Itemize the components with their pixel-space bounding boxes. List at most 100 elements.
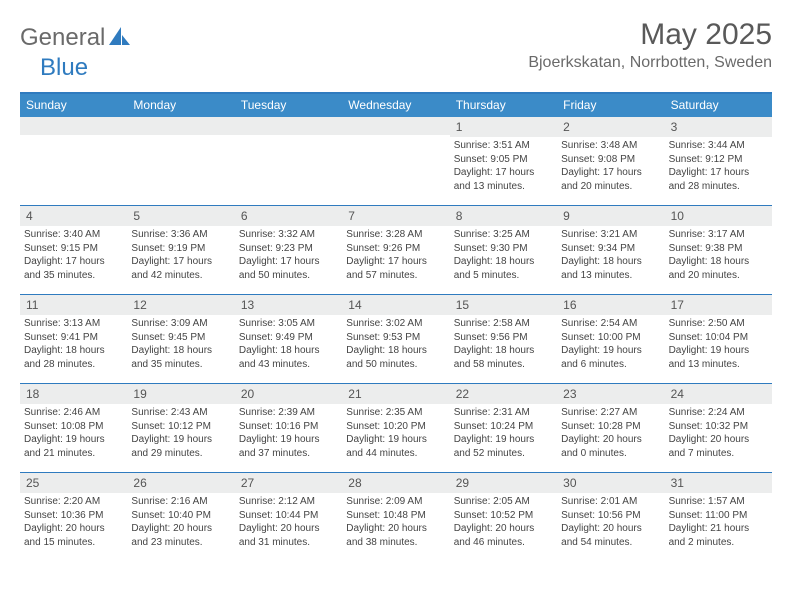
day-cell: 26Sunrise: 2:16 AMSunset: 10:40 PMDaylig… <box>127 473 234 561</box>
weekday-header: Monday <box>127 94 234 117</box>
location-subtitle: Bjoerkskatan, Norrbotten, Sweden <box>528 54 772 72</box>
week-row: 4Sunrise: 3:40 AMSunset: 9:15 PMDaylight… <box>20 205 772 294</box>
daylight-line: Daylight: 18 hours and 28 minutes. <box>24 344 123 371</box>
day-number: 29 <box>450 473 557 493</box>
sunset-line: Sunset: 10:12 PM <box>131 420 230 434</box>
sunrise-line: Sunrise: 3:13 AM <box>24 317 123 331</box>
daylight-line: Daylight: 17 hours and 20 minutes. <box>561 166 660 193</box>
brand-word2: Blue <box>40 54 88 81</box>
week-row: 11Sunrise: 3:13 AMSunset: 9:41 PMDayligh… <box>20 294 772 383</box>
sunset-line: Sunset: 9:41 PM <box>24 331 123 345</box>
sunset-line: Sunset: 10:08 PM <box>24 420 123 434</box>
sunrise-line: Sunrise: 3:40 AM <box>24 228 123 242</box>
day-cell: 25Sunrise: 2:20 AMSunset: 10:36 PMDaylig… <box>20 473 127 561</box>
day-cell: 11 Sunrise: 3:13 AMSunset: 9:41 PMDayligh… <box>20 295 127 383</box>
sail-icon <box>107 25 131 52</box>
sunset-line: Sunset: 10:36 PM <box>24 509 123 523</box>
weekday-header: Tuesday <box>235 94 342 117</box>
day-number: 11 <box>20 295 127 315</box>
day-number: 18 <box>20 384 127 404</box>
sunrise-line: Sunrise: 3:48 AM <box>561 139 660 153</box>
daylight-line: Daylight: 19 hours and 52 minutes. <box>454 433 553 460</box>
sunset-line: Sunset: 10:32 PM <box>669 420 768 434</box>
daylight-line: Daylight: 20 hours and 38 minutes. <box>346 522 445 549</box>
sunrise-line: Sunrise: 2:01 AM <box>561 495 660 509</box>
sunrise-line: Sunrise: 3:51 AM <box>454 139 553 153</box>
sunset-line: Sunset: 9:53 PM <box>346 331 445 345</box>
day-cell: 22Sunrise: 2:31 AMSunset: 10:24 PMDaylig… <box>450 384 557 472</box>
day-cell: 15Sunrise: 2:58 AMSunset: 9:56 PMDayligh… <box>450 295 557 383</box>
daylight-line: Daylight: 18 hours and 35 minutes. <box>131 344 230 371</box>
sunrise-line: Sunrise: 3:21 AM <box>561 228 660 242</box>
weekday-header: Wednesday <box>342 94 449 117</box>
day-cell: 10Sunrise: 3:17 AMSunset: 9:38 PMDayligh… <box>665 206 772 294</box>
sunset-line: Sunset: 10:44 PM <box>239 509 338 523</box>
week-row: 25Sunrise: 2:20 AMSunset: 10:36 PMDaylig… <box>20 472 772 561</box>
day-cell: 13Sunrise: 3:05 AMSunset: 9:49 PMDayligh… <box>235 295 342 383</box>
sunset-line: Sunset: 10:20 PM <box>346 420 445 434</box>
day-cell: 21Sunrise: 2:35 AMSunset: 10:20 PMDaylig… <box>342 384 449 472</box>
day-cell: 3Sunrise: 3:44 AMSunset: 9:12 PMDaylight… <box>665 117 772 205</box>
day-cell: 9Sunrise: 3:21 AMSunset: 9:34 PMDaylight… <box>557 206 664 294</box>
day-number: 22 <box>450 384 557 404</box>
sunset-line: Sunset: 9:23 PM <box>239 242 338 256</box>
sunset-line: Sunset: 10:00 PM <box>561 331 660 345</box>
day-cell <box>20 117 127 205</box>
day-cell: 19Sunrise: 2:43 AMSunset: 10:12 PMDaylig… <box>127 384 234 472</box>
sunset-line: Sunset: 10:52 PM <box>454 509 553 523</box>
daylight-line: Daylight: 18 hours and 13 minutes. <box>561 255 660 282</box>
day-number: 15 <box>450 295 557 315</box>
sunrise-line: Sunrise: 2:46 AM <box>24 406 123 420</box>
sunrise-line: Sunrise: 2:27 AM <box>561 406 660 420</box>
sunset-line: Sunset: 10:48 PM <box>346 509 445 523</box>
daylight-line: Daylight: 18 hours and 20 minutes. <box>669 255 768 282</box>
title-block: May 2025 Bjoerkskatan, Norrbotten, Swede… <box>528 18 772 72</box>
day-cell: 23Sunrise: 2:27 AMSunset: 10:28 PMDaylig… <box>557 384 664 472</box>
daylight-line: Daylight: 20 hours and 15 minutes. <box>24 522 123 549</box>
day-cell: 31Sunrise: 1:57 AMSunset: 11:00 PMDaylig… <box>665 473 772 561</box>
day-cell: 18Sunrise: 2:46 AMSunset: 10:08 PMDaylig… <box>20 384 127 472</box>
day-number: 17 <box>665 295 772 315</box>
sunrise-line: Sunrise: 1:57 AM <box>669 495 768 509</box>
day-number: 12 <box>127 295 234 315</box>
daylight-line: Daylight: 18 hours and 58 minutes. <box>454 344 553 371</box>
daylight-line: Daylight: 17 hours and 50 minutes. <box>239 255 338 282</box>
day-number: 31 <box>665 473 772 493</box>
daylight-line: Daylight: 20 hours and 54 minutes. <box>561 522 660 549</box>
day-cell <box>342 117 449 205</box>
day-cell: 16Sunrise: 2:54 AMSunset: 10:00 PMDaylig… <box>557 295 664 383</box>
day-number: 9 <box>557 206 664 226</box>
sunset-line: Sunset: 10:24 PM <box>454 420 553 434</box>
day-number <box>127 117 234 135</box>
sunset-line: Sunset: 10:40 PM <box>131 509 230 523</box>
day-number: 25 <box>20 473 127 493</box>
weekday-header: Sunday <box>20 94 127 117</box>
day-cell: 1Sunrise: 3:51 AMSunset: 9:05 PMDaylight… <box>450 117 557 205</box>
day-cell: 27Sunrise: 2:12 AMSunset: 10:44 PMDaylig… <box>235 473 342 561</box>
day-cell: 28Sunrise: 2:09 AMSunset: 10:48 PMDaylig… <box>342 473 449 561</box>
sunset-line: Sunset: 9:08 PM <box>561 153 660 167</box>
daylight-line: Daylight: 17 hours and 57 minutes. <box>346 255 445 282</box>
daylight-line: Daylight: 19 hours and 37 minutes. <box>239 433 338 460</box>
day-number <box>342 117 449 135</box>
brand-logo: General <box>20 24 133 52</box>
weekday-header-row: Sunday Monday Tuesday Wednesday Thursday… <box>20 94 772 117</box>
day-number: 24 <box>665 384 772 404</box>
sunrise-line: Sunrise: 2:50 AM <box>669 317 768 331</box>
day-number: 28 <box>342 473 449 493</box>
sunset-line: Sunset: 9:56 PM <box>454 331 553 345</box>
day-cell: 14Sunrise: 3:02 AMSunset: 9:53 PMDayligh… <box>342 295 449 383</box>
sunset-line: Sunset: 10:28 PM <box>561 420 660 434</box>
daylight-line: Daylight: 20 hours and 0 minutes. <box>561 433 660 460</box>
sunrise-line: Sunrise: 2:39 AM <box>239 406 338 420</box>
weekday-header: Saturday <box>665 94 772 117</box>
day-cell: 6Sunrise: 3:32 AMSunset: 9:23 PMDaylight… <box>235 206 342 294</box>
daylight-line: Daylight: 18 hours and 50 minutes. <box>346 344 445 371</box>
sunset-line: Sunset: 10:04 PM <box>669 331 768 345</box>
daylight-line: Daylight: 19 hours and 44 minutes. <box>346 433 445 460</box>
sunset-line: Sunset: 9:45 PM <box>131 331 230 345</box>
daylight-line: Daylight: 21 hours and 2 minutes. <box>669 522 768 549</box>
daylight-line: Daylight: 20 hours and 46 minutes. <box>454 522 553 549</box>
day-number: 14 <box>342 295 449 315</box>
daylight-line: Daylight: 17 hours and 13 minutes. <box>454 166 553 193</box>
